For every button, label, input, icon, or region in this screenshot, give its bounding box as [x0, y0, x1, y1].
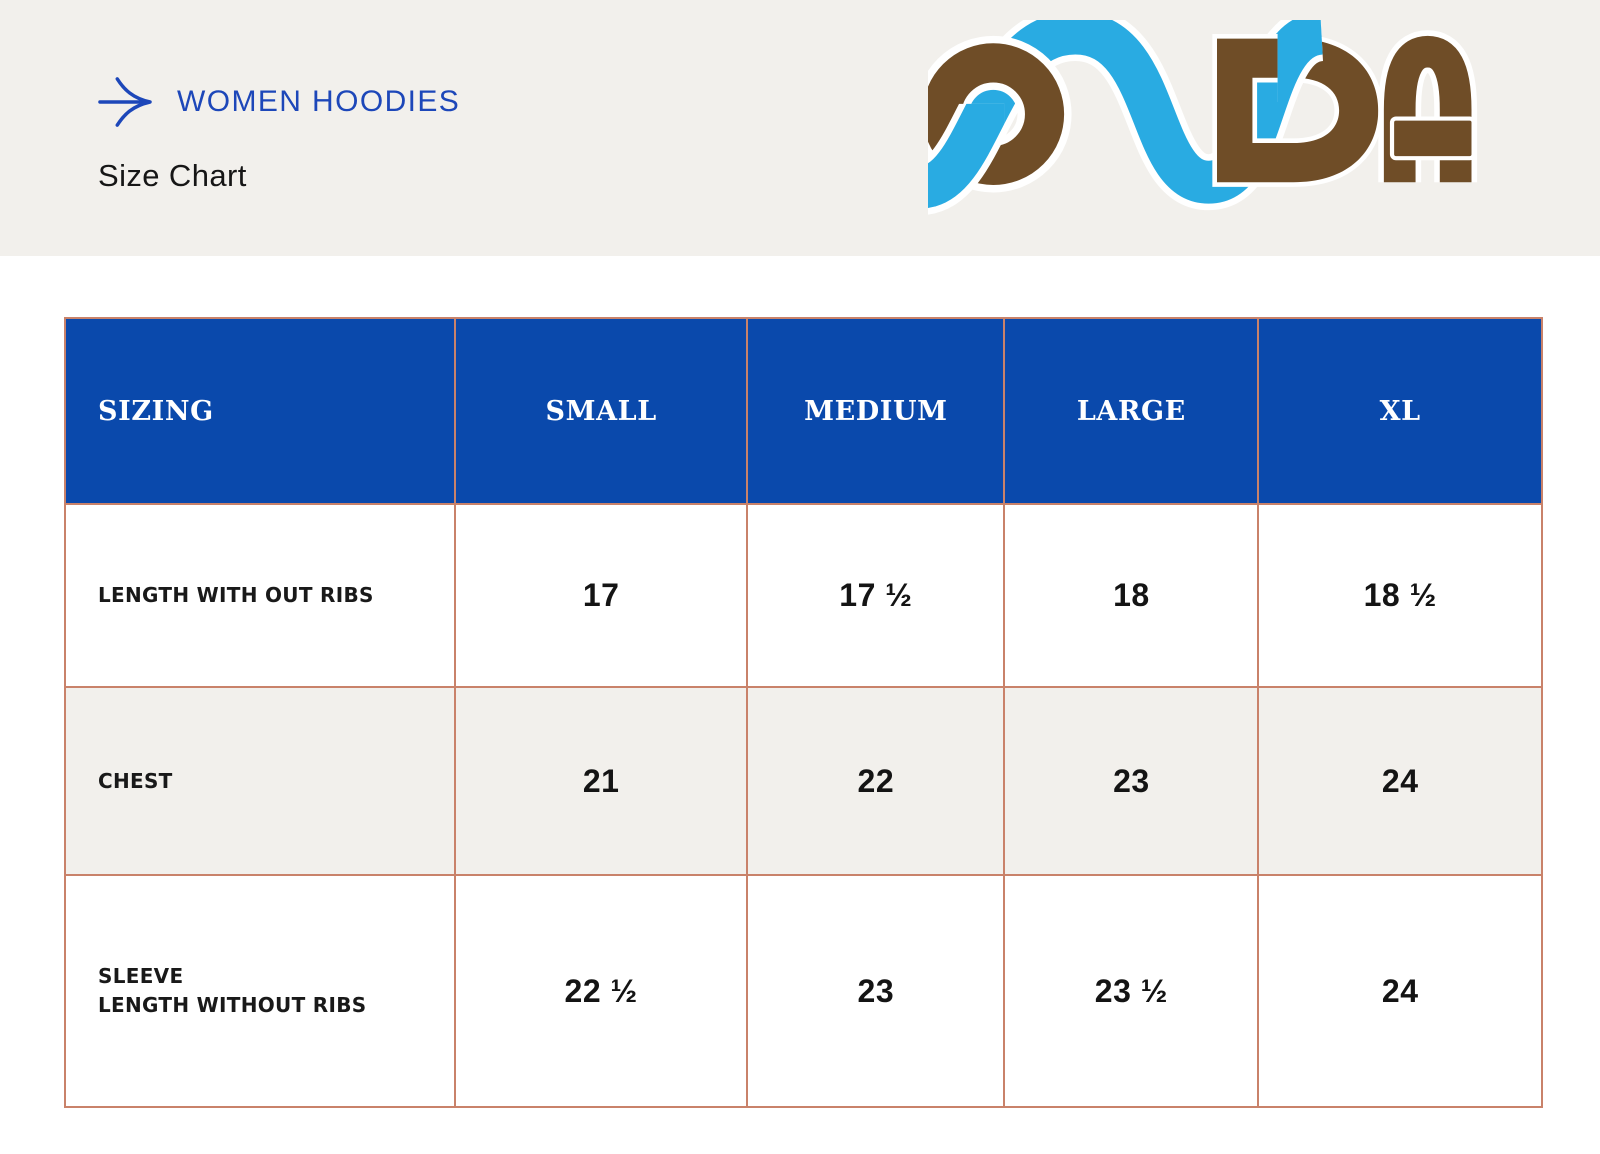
cell-value: 17 ½ [746, 503, 1006, 688]
cell-value: 18 ½ [1257, 503, 1543, 688]
header-large: LARGE [1003, 317, 1260, 505]
header-band: WOMEN HOODIES Size Chart [0, 0, 1600, 256]
breadcrumb-label: WOMEN HOODIES [177, 85, 461, 118]
cell-value: 24 [1257, 874, 1543, 1108]
cell-value: 24 [1257, 686, 1543, 876]
cell-value: 22 ½ [453, 874, 749, 1108]
header-sizing: SIZING [64, 317, 456, 505]
onda-brand-logo [928, 20, 1478, 214]
row-label: CHEST [64, 686, 456, 876]
table-row-length: LENGTH WITH OUT RIBS 17 17 ½ 18 18 ½ [64, 503, 1543, 688]
arrow-right-icon [98, 77, 152, 127]
cell-value: 23 [1003, 686, 1260, 876]
header-xl: XL [1257, 317, 1543, 505]
cell-value: 17 [453, 503, 749, 688]
breadcrumb-link[interactable]: WOMEN HOODIES [97, 76, 460, 128]
header-medium: MEDIUM [746, 317, 1006, 505]
size-chart-section: SIZING SMALL MEDIUM LARGE XL LENGTH WITH… [64, 317, 1543, 1108]
logo-letter-a [1378, 30, 1478, 183]
row-label: LENGTH WITH OUT RIBS [64, 503, 456, 688]
header-small: SMALL [453, 317, 749, 505]
logo-letter-o [928, 35, 1072, 193]
cell-value: 23 [746, 874, 1006, 1108]
cell-value: 23 ½ [1003, 874, 1260, 1108]
size-chart-table: SIZING SMALL MEDIUM LARGE XL LENGTH WITH… [64, 317, 1543, 1108]
page-title: Size Chart [98, 158, 247, 193]
cell-value: 21 [453, 686, 749, 876]
row-label: SLEEVE LENGTH WITHOUT RIBS [64, 874, 456, 1108]
table-row-chest: CHEST 21 22 23 24 [64, 686, 1543, 876]
table-row-sleeve: SLEEVE LENGTH WITHOUT RIBS 22 ½ 23 23 ½ … [64, 874, 1543, 1108]
cell-value: 22 [746, 686, 1006, 876]
size-chart-header-row: SIZING SMALL MEDIUM LARGE XL [64, 317, 1543, 505]
logo-letter-d [1212, 33, 1383, 187]
cell-value: 18 [1003, 503, 1260, 688]
